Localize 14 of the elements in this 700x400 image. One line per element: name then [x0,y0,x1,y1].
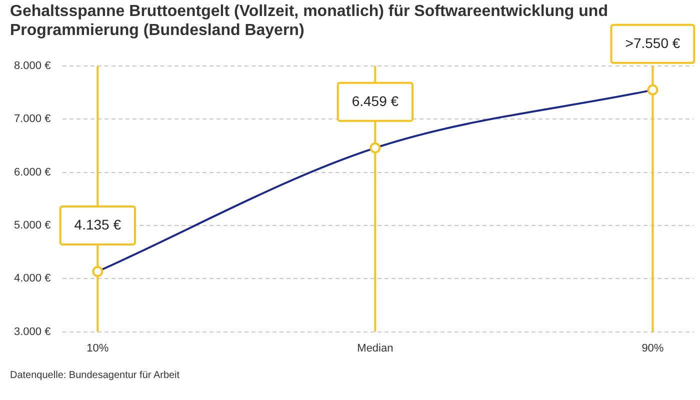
x-tick-label: Median [357,342,394,354]
chart-title: Gehaltsspanne Bruttoentgelt (Vollzeit, monatlich) für Softwareentwicklung und Programmierung (Bundesland Bayern) [10,2,609,40]
y-tick-label: 8.000 € [14,60,51,72]
x-tick-label: 90% [642,342,664,354]
data-label: >7.550 € [625,34,680,51]
data-label: 4.135 € [74,216,122,232]
y-tick-label: 7.000 € [14,113,51,126]
y-tick-label: 5.000 € [14,220,51,232]
text: Datenquelle: Bundesagentur für Arbeit [10,370,180,381]
y-tick-label: 3.000 € [14,326,51,338]
y-tick-label: 4.000 € [14,272,51,285]
y-tick-label: 6.000 € [14,166,51,178]
data-label: 6.459 € [352,92,399,109]
x-tick-label: 10% [86,342,109,354]
